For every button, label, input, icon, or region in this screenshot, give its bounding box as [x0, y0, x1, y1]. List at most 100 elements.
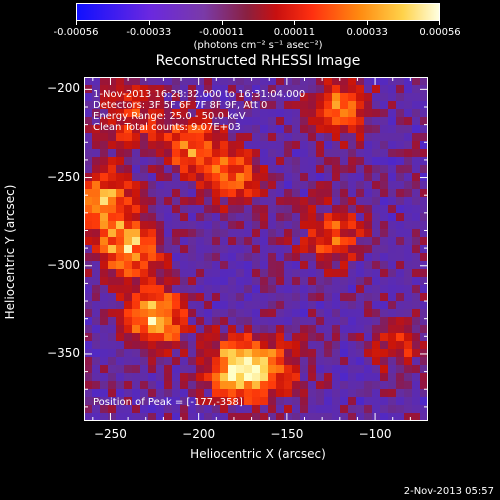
heatmap-cell [228, 389, 237, 398]
heatmap-cell [108, 93, 117, 102]
heatmap-cell [140, 221, 149, 230]
heatmap-cell [308, 109, 317, 118]
heatmap-cell [404, 381, 413, 390]
heatmap-cell [372, 85, 381, 94]
heatmap-cell [412, 373, 421, 382]
heatmap-cell [244, 165, 253, 174]
heatmap-cell [228, 341, 237, 350]
heatmap-cell [212, 349, 221, 358]
heatmap-cell [84, 333, 93, 342]
heatmap-cell [412, 325, 421, 334]
heatmap-cell [348, 197, 357, 206]
heatmap-cell [332, 253, 341, 262]
heatmap-cell [348, 285, 357, 294]
heatmap-cell [292, 405, 301, 414]
heatmap-cell [348, 405, 357, 414]
heatmap-cell [356, 365, 365, 374]
heatmap-cell [300, 245, 309, 254]
heatmap-cell [396, 301, 405, 310]
heatmap-cell [260, 357, 269, 366]
heatmap-cell [108, 373, 117, 382]
heatmap-cell [284, 189, 293, 198]
heatmap-cell [388, 397, 397, 406]
heatmap-cell [172, 213, 181, 222]
heatmap-cell [196, 229, 205, 238]
heatmap-cell [124, 365, 133, 374]
heatmap-cell [196, 293, 205, 302]
heatmap-cell [308, 269, 317, 278]
heatmap-cell [252, 309, 261, 318]
heatmap-cell [148, 165, 157, 174]
heatmap-cell [220, 405, 229, 414]
heatmap-cell [276, 341, 285, 350]
heatmap-cell [156, 85, 165, 94]
heatmap-cell [188, 101, 197, 110]
heatmap-cell [188, 317, 197, 326]
heatmap-cell [100, 413, 109, 421]
heatmap-cell [396, 125, 405, 134]
heatmap-cell [276, 389, 285, 398]
heatmap-cell [396, 149, 405, 158]
heatmap-cell [244, 397, 253, 406]
heatmap-cell [148, 149, 157, 158]
heatmap-cell [420, 165, 428, 174]
heatmap-cell [204, 253, 213, 262]
heatmap-cell [356, 141, 365, 150]
heatmap-cell [228, 349, 237, 358]
heatmap-cell [140, 413, 149, 421]
heatmap-cell [276, 253, 285, 262]
heatmap-cell [412, 349, 421, 358]
heatmap-cell [92, 141, 101, 150]
heatmap-cell [236, 173, 245, 182]
heatmap-cell [164, 237, 173, 246]
heatmap-cell [116, 365, 125, 374]
heatmap-cell [260, 173, 269, 182]
heatmap-cell [316, 277, 325, 286]
heatmap-cell [220, 277, 229, 286]
heatmap-cell [380, 341, 389, 350]
heatmap-cell [180, 277, 189, 286]
heatmap-cell [84, 253, 93, 262]
heatmap-cell [156, 245, 165, 254]
heatmap-cell [84, 245, 93, 254]
heatmap-cell [372, 197, 381, 206]
heatmap-cell [372, 117, 381, 126]
heatmap-cell [220, 237, 229, 246]
heatmap-cell [332, 149, 341, 158]
heatmap-cell [364, 245, 373, 254]
heatmap-cell [236, 253, 245, 262]
heatmap-cell [332, 189, 341, 198]
heatmap-cell [332, 213, 341, 222]
heatmap-cell [308, 245, 317, 254]
heatmap-cell [196, 405, 205, 414]
heatmap-cell [228, 261, 237, 270]
heatmap-cell [188, 125, 197, 134]
heatmap-cell [396, 133, 405, 142]
heatmap-cell [140, 117, 149, 126]
heatmap-cell [84, 397, 93, 406]
heatmap-cell [100, 141, 109, 150]
heatmap-cell [92, 221, 101, 230]
heatmap-cell [212, 389, 221, 398]
heatmap-cell [268, 229, 277, 238]
heatmap-cell [108, 309, 117, 318]
heatmap-cell [364, 229, 373, 238]
heatmap-cell [388, 245, 397, 254]
heatmap-cell [300, 165, 309, 174]
heatmap-cell [396, 261, 405, 270]
heatmap-cell [372, 405, 381, 414]
heatmap-cell [172, 205, 181, 214]
heatmap-cell [276, 317, 285, 326]
heatmap-cell [332, 285, 341, 294]
heatmap-cell [252, 213, 261, 222]
heatmap-cell [348, 261, 357, 270]
heatmap-cell [324, 189, 333, 198]
heatmap-cell [244, 245, 253, 254]
heatmap-cell [284, 221, 293, 230]
heatmap-cell [356, 101, 365, 110]
heatmap-cell [148, 381, 157, 390]
heatmap-cell [364, 365, 373, 374]
heatmap-cell [388, 117, 397, 126]
heatmap-cell [396, 101, 405, 110]
heatmap-cell [316, 205, 325, 214]
